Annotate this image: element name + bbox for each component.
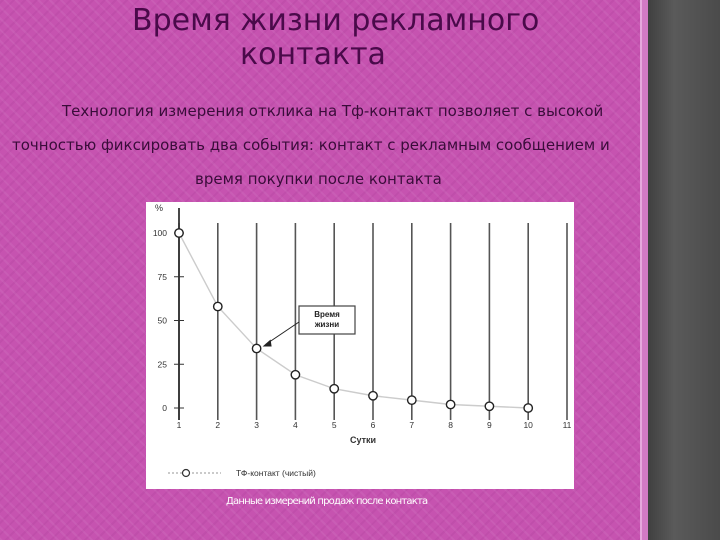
y-tick-label-100: 100: [153, 228, 167, 238]
annotation-box: [298, 305, 356, 335]
x-axis-label: Сутки: [350, 435, 376, 445]
data-point-7: [406, 395, 417, 406]
slide-title-line-2: контакта: [240, 37, 386, 72]
annotation-arrow-line: [265, 321, 300, 345]
data-point-2: [212, 301, 223, 312]
slide-title-line-1: Время жизни рекламного: [132, 3, 540, 38]
x-tick-label-10: 10: [523, 420, 533, 430]
x-tick-label-5: 5: [332, 420, 337, 430]
decorative-side-strip: [640, 0, 720, 540]
data-point-1: [174, 228, 184, 238]
data-point-3: [251, 343, 262, 354]
chart-caption: Данные измерений продаж после контакта: [226, 496, 428, 507]
x-tick-label-4: 4: [293, 420, 298, 430]
x-tick-label-8: 8: [448, 420, 453, 430]
data-point-9: [484, 401, 495, 412]
x-tick-label-2: 2: [215, 420, 220, 430]
slide-body-text: Технология измерения отклика на Тф-конта…: [0, 94, 640, 196]
x-tick-label-6: 6: [371, 420, 376, 430]
data-point-10: [523, 403, 534, 413]
y-tick-label-25: 25: [158, 359, 168, 369]
slide-title: Время жизни рекламного контакта: [120, 4, 570, 72]
annotation-text-2: жизни: [314, 320, 339, 329]
body-line-2: точностью фиксировать два события: конта…: [12, 136, 610, 154]
y-tick-label-0: 0: [162, 403, 167, 413]
data-point-4: [290, 369, 301, 380]
legend-marker: [181, 468, 191, 478]
annotation-text-1: Время: [314, 310, 340, 319]
x-tick-label-7: 7: [409, 420, 414, 430]
side-strip-edge: [642, 0, 648, 540]
x-tick-label-3: 3: [254, 420, 259, 430]
data-point-6: [368, 390, 378, 401]
y-axis-label: %: [155, 203, 163, 213]
y-tick-label-50: 50: [158, 316, 168, 326]
series-line: [178, 232, 529, 409]
annotation-arrow-head: [262, 339, 272, 347]
y-tick-label-75: 75: [158, 272, 168, 282]
data-point-5: [329, 383, 340, 394]
body-line-1: Технология измерения отклика на Тф-конта…: [62, 102, 604, 120]
x-tick-label-11: 11: [563, 420, 572, 430]
x-tick-label-9: 9: [487, 420, 492, 430]
x-tick-label-1: 1: [177, 420, 182, 430]
body-line-3: время покупки после контакта: [195, 170, 442, 188]
legend-label: ТФ-контакт (чистый): [236, 468, 316, 478]
chart-container: 0 25 50 75 100% 1 2 3 4 5 6 7 8 9 10 11 Сутки Время жизни Т…: [146, 202, 574, 489]
data-point-8: [445, 399, 456, 410]
